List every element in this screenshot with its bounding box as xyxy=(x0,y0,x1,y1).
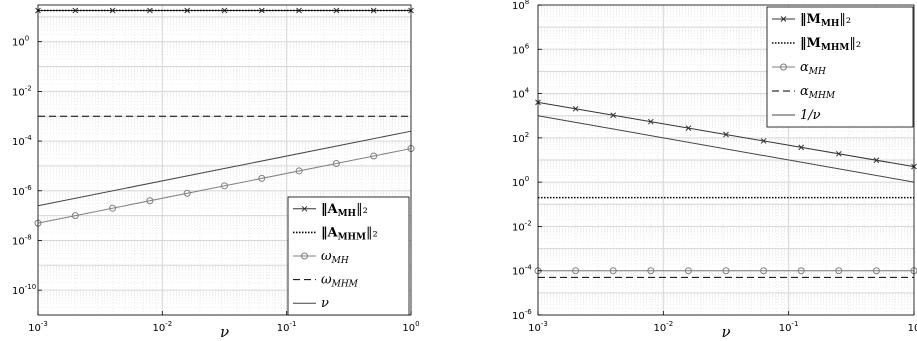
x-tick-label: 100 xyxy=(402,320,419,334)
series-line-4 xyxy=(537,115,915,183)
series-point-0 xyxy=(258,7,265,14)
series-point-2 xyxy=(684,267,692,275)
x-axis-label: ν xyxy=(721,323,730,341)
series-point-2 xyxy=(295,167,303,175)
legend-marker-2 xyxy=(301,252,308,260)
left-chart-panel: 10-3 10-2 10-1 100 10-10 10-8 10-6 10-4 10-2 100 ν… xyxy=(12,4,420,341)
series-point-0 xyxy=(109,7,116,14)
series-point-2 xyxy=(258,174,266,182)
series-point-2 xyxy=(722,267,730,275)
series-point-0 xyxy=(184,7,191,14)
axes-box xyxy=(537,4,915,316)
y-tick-label: 10-4 xyxy=(12,134,32,148)
series-point-2 xyxy=(109,204,117,212)
series-point-2 xyxy=(572,267,580,275)
x-axis-label: ν xyxy=(220,323,229,341)
series-point-0 xyxy=(685,125,692,131)
legend-marker-0 xyxy=(301,205,308,212)
x-tick-label: 10-1 xyxy=(779,320,799,334)
series-point-0 xyxy=(873,157,880,164)
series-point-2 xyxy=(797,267,805,275)
y-tick-label: 10-2 xyxy=(512,219,532,233)
y-tick-label: 10-10 xyxy=(12,283,36,297)
legend-label-3: ωMHM xyxy=(321,273,359,290)
legend-label-1: ‖MMHM‖₂ xyxy=(800,36,861,53)
axes-box xyxy=(37,4,412,316)
x-tick-label: 10-2 xyxy=(653,320,673,334)
legend-label-4: 1/ν xyxy=(800,108,821,123)
x-tick-label: 10 xyxy=(908,323,917,334)
legend: ‖AMH‖₂ ‖AMHM‖₂ ωMH ωMHM ν xyxy=(287,196,410,316)
y-tick-label: 10-6 xyxy=(12,184,32,198)
legend-label-4: ν xyxy=(321,296,329,311)
right-chart-panel: 10-3 10-2 10-1 10 10-6 10-4 10-2 100 102 104 106 10… xyxy=(512,0,917,341)
series-point-2 xyxy=(760,267,768,275)
legend-marker-0 xyxy=(780,16,787,22)
series-point-2 xyxy=(71,212,79,220)
series-point-0 xyxy=(647,118,654,125)
legend-label-2: ωMH xyxy=(321,249,349,266)
y-tick-label: 104 xyxy=(512,87,530,101)
legend-marker-2 xyxy=(780,63,787,71)
legend-label-2: αMH xyxy=(800,60,826,77)
series-point-2 xyxy=(221,182,228,190)
series-point-0 xyxy=(798,144,805,151)
x-tick-label: 10-3 xyxy=(28,320,48,334)
series-group xyxy=(534,99,917,278)
legend-label-0: ‖AMH‖₂ xyxy=(321,202,368,219)
series-point-2 xyxy=(872,267,880,275)
y-tick-label: 10-6 xyxy=(512,308,532,322)
y-tick-label: 106 xyxy=(512,42,530,56)
legend-label-0: ‖MMH‖₂ xyxy=(800,12,851,29)
series-line-2 xyxy=(37,148,412,224)
series-point-0 xyxy=(610,112,617,119)
series-point-2 xyxy=(146,197,154,205)
y-tick-label: 10-2 xyxy=(12,84,32,98)
series-point-0 xyxy=(370,7,377,14)
series-point-2 xyxy=(609,267,617,275)
legend: ‖MMH‖₂ ‖MMHM‖₂ αMH αMHM 1/ν xyxy=(766,6,914,128)
legend-label-1: ‖AMHM‖₂ xyxy=(321,225,378,242)
y-tick-label: 108 xyxy=(512,0,529,12)
y-tick-label: 10-4 xyxy=(512,264,532,278)
x-tick-label: 10-2 xyxy=(152,320,172,334)
y-tick-label: 102 xyxy=(512,131,529,145)
series-point-2 xyxy=(647,267,655,275)
series-point-0 xyxy=(723,131,729,138)
x-tick-label: 10-3 xyxy=(528,320,548,334)
series-point-0 xyxy=(835,150,842,157)
series-line-4 xyxy=(37,130,412,207)
series-point-2 xyxy=(835,267,843,275)
series-group xyxy=(34,7,415,227)
series-point-2 xyxy=(183,189,191,197)
y-tick-label: 10-8 xyxy=(12,233,32,247)
series-point-0 xyxy=(760,138,767,144)
series-point-2 xyxy=(370,152,378,160)
series-point-0 xyxy=(572,105,579,112)
x-tick-label: 10-1 xyxy=(277,320,297,334)
y-tick-label: 100 xyxy=(12,35,29,49)
y-tick-label: 100 xyxy=(512,175,529,189)
legend-label-3: αMHM xyxy=(800,84,836,101)
series-point-2 xyxy=(332,159,340,167)
